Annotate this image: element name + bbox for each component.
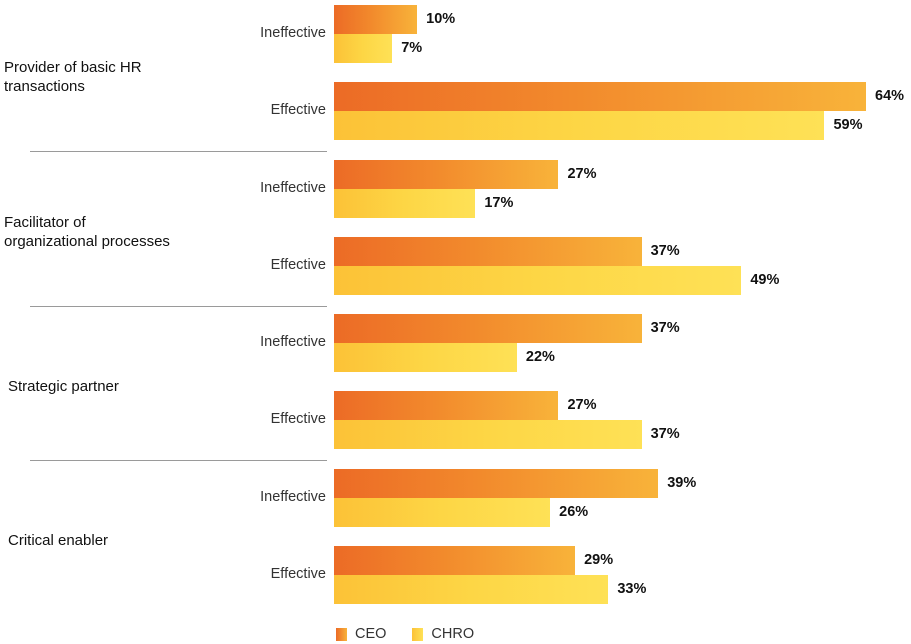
legend-swatch-ceo xyxy=(336,627,347,641)
legend: CEO CHRO xyxy=(336,624,500,644)
row-label: Effective xyxy=(270,256,326,273)
legend-item-chro: CHRO xyxy=(412,626,474,642)
data-label-chro: 59% xyxy=(833,117,863,133)
bar-ceo xyxy=(334,159,559,189)
bar-chro xyxy=(334,111,825,140)
data-label-ceo: 27% xyxy=(567,165,597,182)
data-label-ceo: 29% xyxy=(584,551,614,568)
legend-label-chro: CHRO xyxy=(431,626,475,642)
bar-chro xyxy=(334,265,742,295)
bar-chro xyxy=(334,497,551,527)
bar-chro xyxy=(334,34,393,63)
bar-ceo xyxy=(334,391,559,420)
data-label-chro: 7% xyxy=(401,40,423,56)
data-label-chro: 33% xyxy=(617,580,647,597)
group-label: Critical enabler xyxy=(8,532,109,549)
data-label-ceo: 39% xyxy=(667,474,697,491)
bar-ceo xyxy=(334,236,642,266)
group-label: Facilitator of organizational processes xyxy=(4,213,170,250)
bar-ceo xyxy=(334,545,576,575)
bar-chro xyxy=(334,343,517,372)
data-label-chro: 26% xyxy=(559,503,589,520)
data-label-ceo: 64% xyxy=(875,88,905,104)
data-label-chro: 17% xyxy=(484,194,514,211)
data-label-chro: 22% xyxy=(525,349,555,365)
legend-swatch-chro xyxy=(412,627,424,641)
data-label-ceo: 10% xyxy=(426,11,456,27)
legend-label-ceo: CEO xyxy=(355,626,387,642)
data-label-chro: 49% xyxy=(750,271,780,288)
bar-ceo xyxy=(334,82,866,111)
row-label: Ineffective xyxy=(260,25,326,41)
legend-item-ceo: CEO xyxy=(336,626,386,642)
group-divider xyxy=(30,151,327,152)
bar-ceo xyxy=(334,314,642,343)
group-label: Provider of basic HR transactions xyxy=(4,59,142,95)
group-label: Strategic partner xyxy=(8,377,119,395)
data-label-chro: 37% xyxy=(650,426,680,442)
data-label-ceo: 27% xyxy=(567,397,597,413)
bar-chro xyxy=(334,420,642,449)
bar-chro xyxy=(334,188,476,218)
group-divider xyxy=(30,305,327,307)
row-label: Effective xyxy=(270,102,326,118)
row-label: Ineffective xyxy=(260,334,326,350)
row-label: Effective xyxy=(270,565,326,582)
group-divider xyxy=(30,460,327,461)
bar-chro xyxy=(334,574,609,604)
row-label: Ineffective xyxy=(260,488,326,505)
data-label-ceo: 37% xyxy=(650,242,680,259)
bar-ceo xyxy=(334,468,659,498)
data-label-ceo: 37% xyxy=(650,320,680,336)
bar-ceo xyxy=(334,5,418,34)
row-label: Effective xyxy=(270,411,326,427)
row-label: Ineffective xyxy=(260,179,326,196)
